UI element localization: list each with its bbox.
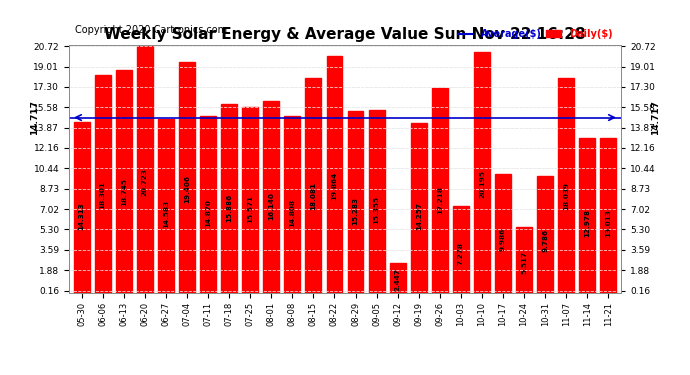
Text: 15.283: 15.283 (353, 197, 359, 225)
Text: 17.218: 17.218 (437, 186, 443, 214)
Text: 16.140: 16.140 (268, 192, 274, 220)
Bar (74, 122, 90, 292)
Text: 15.886: 15.886 (226, 194, 232, 222)
Text: 14.717: 14.717 (30, 100, 39, 135)
Text: 14.583: 14.583 (163, 201, 169, 228)
Bar (306, 78, 322, 292)
Text: 14.257: 14.257 (416, 202, 422, 230)
Bar (326, 56, 342, 292)
Text: 20.723: 20.723 (142, 168, 148, 195)
Text: 19.864: 19.864 (331, 172, 337, 200)
Text: 18.301: 18.301 (100, 181, 106, 209)
Text: 2.447: 2.447 (395, 268, 401, 291)
Text: 14.808: 14.808 (289, 199, 295, 227)
Text: 15.355: 15.355 (373, 196, 380, 224)
Text: 14.717: 14.717 (651, 100, 660, 135)
Text: 15.571: 15.571 (247, 195, 253, 223)
Bar (264, 100, 279, 292)
Text: 9.986: 9.986 (500, 228, 506, 251)
Bar (368, 110, 384, 292)
Bar (137, 46, 152, 292)
Text: 7.278: 7.278 (458, 242, 464, 265)
Bar (558, 78, 574, 292)
Text: 18.039: 18.039 (563, 182, 569, 210)
Bar (474, 53, 490, 292)
Bar (158, 119, 174, 292)
Text: 12.978: 12.978 (584, 209, 590, 237)
Bar (116, 70, 132, 292)
Text: 20.195: 20.195 (479, 171, 485, 198)
Text: 9.786: 9.786 (542, 229, 548, 252)
Text: Copyright 2020 Cartronics.com: Copyright 2020 Cartronics.com (75, 25, 226, 35)
Text: 14.313: 14.313 (79, 202, 85, 230)
Bar (538, 176, 553, 292)
Text: 14.870: 14.870 (205, 199, 211, 227)
Bar (95, 75, 110, 292)
Bar (580, 138, 595, 292)
Bar (411, 123, 426, 292)
Title: Weekly Solar Energy & Average Value Sun Nov 22 16:28: Weekly Solar Energy & Average Value Sun … (104, 27, 586, 42)
Legend: Average($), Daily($): Average($), Daily($) (454, 25, 616, 43)
Bar (348, 111, 364, 292)
Bar (516, 227, 532, 292)
Bar (432, 88, 448, 292)
Text: 19.406: 19.406 (184, 175, 190, 203)
Text: 18.745: 18.745 (121, 178, 127, 206)
Bar (390, 263, 406, 292)
Text: 18.081: 18.081 (310, 182, 317, 210)
Bar (242, 107, 258, 292)
Text: 5.517: 5.517 (521, 252, 527, 274)
Text: 13.013: 13.013 (605, 209, 611, 237)
Bar (495, 174, 511, 292)
Bar (179, 62, 195, 292)
Bar (221, 104, 237, 292)
Bar (284, 117, 300, 292)
Bar (200, 116, 216, 292)
Bar (600, 138, 616, 292)
Bar (453, 206, 469, 292)
